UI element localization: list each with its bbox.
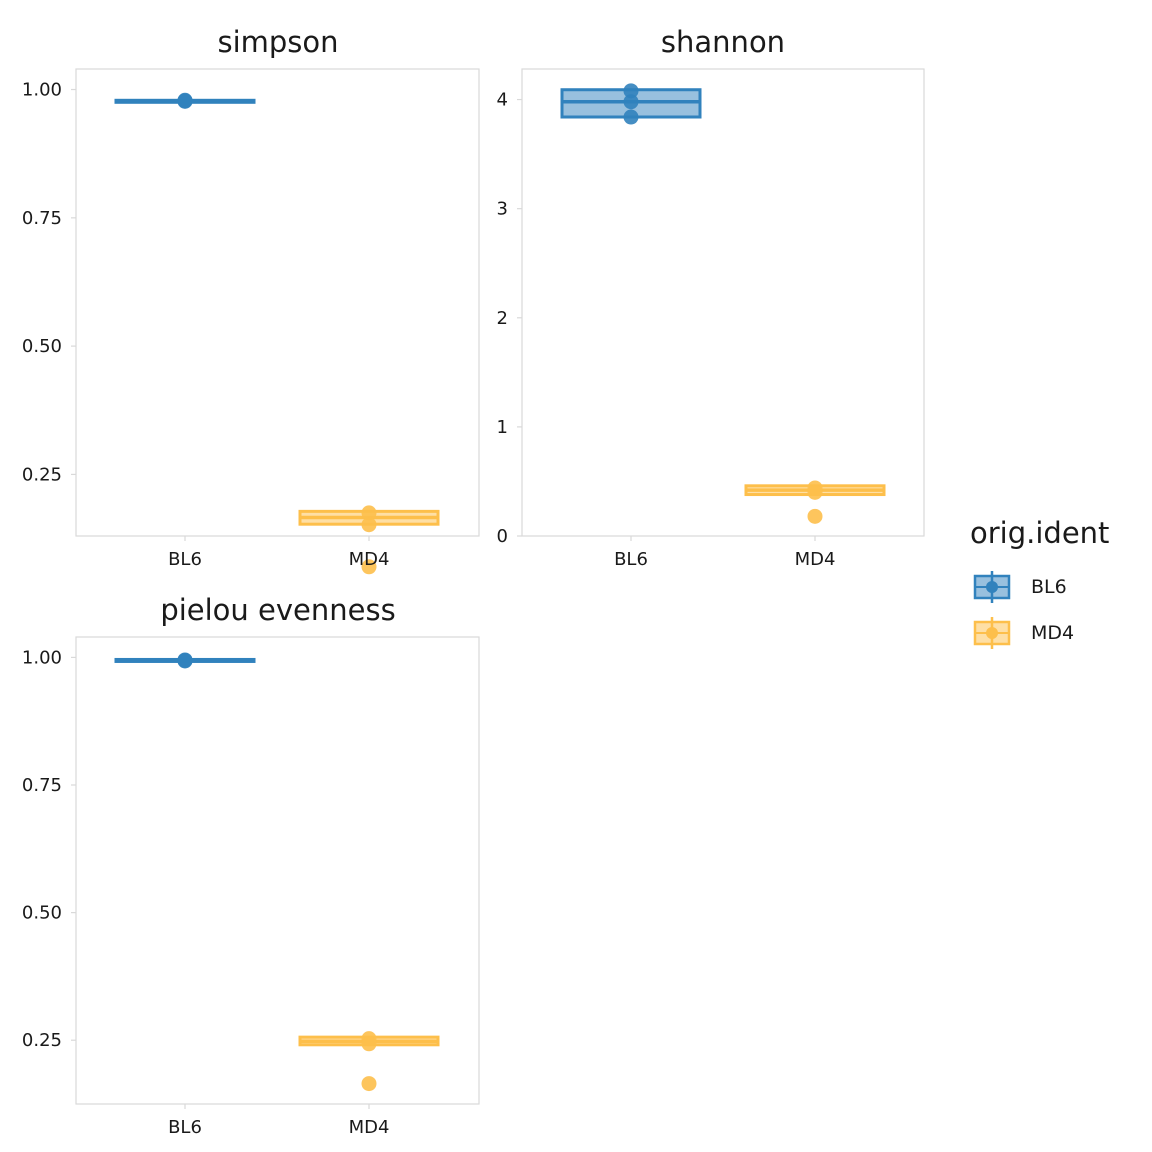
x-tick-label: BL6 [614, 549, 648, 570]
legend-label: MD4 [1031, 622, 1074, 644]
legend-key [973, 617, 1011, 649]
data-point [807, 484, 823, 500]
data-point [807, 508, 823, 524]
panel-title: simpson [217, 25, 338, 59]
data-point [361, 505, 377, 521]
panel-title: pielou evenness [160, 593, 395, 627]
panel-pielou-evenness: pielou evenness 0.25 0.50 0.75 1.00 BL6 MD4 [22, 593, 480, 1138]
data-point [623, 83, 639, 99]
panel-axes: 0.25 0.50 0.75 1.00 BL6 MD4 [22, 647, 390, 1138]
data-point [361, 559, 377, 575]
panel-axes: 0 1 2 3 4 BL6 MD4 [497, 90, 836, 570]
y-tick-label: 2 [497, 308, 508, 329]
data-point [623, 94, 639, 110]
panel-border [521, 68, 925, 537]
x-tick-label: MD4 [795, 549, 836, 570]
y-tick-label: 1.00 [22, 80, 62, 101]
panel-simpson: simpson 0.25 0.50 0.75 1.00 BL6 MD4 [22, 25, 480, 575]
y-tick-label: 1 [497, 417, 508, 438]
legend-key [973, 571, 1011, 603]
x-tick-label: BL6 [168, 549, 202, 570]
data-point [623, 109, 639, 125]
y-tick-label: 3 [497, 199, 508, 220]
panel-border [75, 636, 480, 1105]
y-tick-label: 0.25 [22, 1030, 62, 1051]
legend-item-md4: MD4 [973, 617, 1074, 649]
y-tick-label: 1.00 [22, 647, 62, 668]
legend-item-bl6: BL6 [973, 571, 1067, 603]
y-tick-label: 0.50 [22, 903, 62, 924]
panel-title: shannon [661, 25, 785, 59]
data-point [361, 1036, 377, 1052]
x-tick-label: MD4 [349, 549, 390, 570]
panel-marks [560, 83, 886, 524]
panel-border [75, 68, 480, 537]
data-point [361, 517, 377, 533]
panel-shannon: shannon 0 1 2 3 4 BL6 MD4 [497, 25, 925, 570]
x-tick-label: MD4 [349, 1117, 390, 1138]
data-point [177, 652, 193, 668]
panel-marks [114, 92, 440, 575]
y-tick-label: 4 [497, 90, 508, 111]
panel-axes: 0.25 0.50 0.75 1.00 BL6 MD4 [22, 80, 390, 570]
y-tick-label: 0 [497, 526, 508, 547]
panel-marks [114, 652, 440, 1092]
data-point [177, 93, 193, 109]
legend-point [986, 627, 998, 639]
x-tick-label: BL6 [168, 1117, 202, 1138]
legend-title: orig.ident [970, 516, 1109, 550]
data-point [361, 1076, 377, 1092]
y-tick-label: 0.25 [22, 464, 62, 485]
y-tick-label: 0.50 [22, 336, 62, 357]
legend-label: BL6 [1031, 576, 1067, 598]
legend: orig.ident BL6 MD4 [970, 516, 1109, 649]
y-tick-label: 0.75 [22, 775, 62, 796]
y-tick-label: 0.75 [22, 208, 62, 229]
legend-point [986, 581, 998, 593]
